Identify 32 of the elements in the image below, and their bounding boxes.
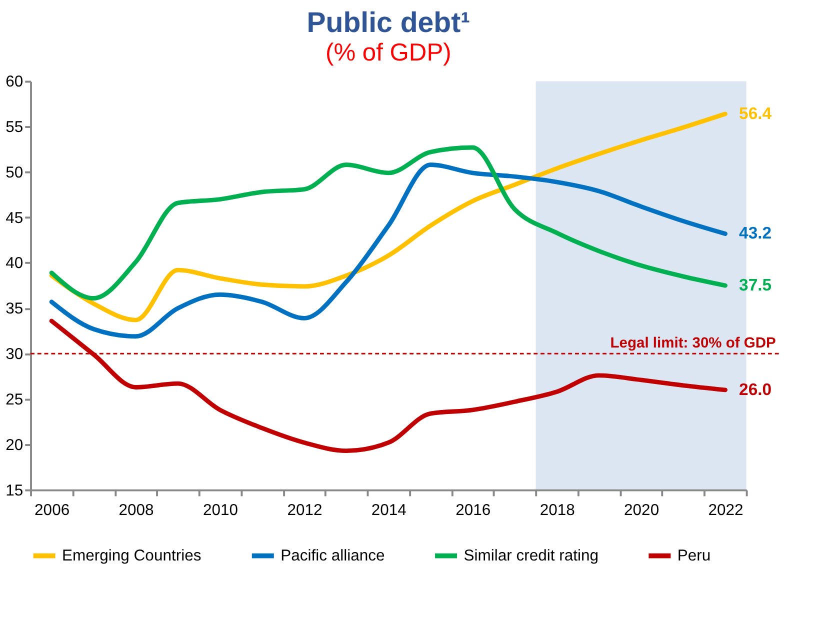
chart-subtitle: (% of GDP) (326, 40, 452, 67)
data-label: 26.0 (739, 380, 772, 399)
y-tick-label: 50 (6, 164, 24, 182)
x-tick-label: 2016 (456, 502, 491, 519)
x-tick-label: 2022 (708, 502, 744, 519)
legend-label: Pacific alliance (280, 548, 386, 565)
line-series (49, 112, 728, 322)
legend-label: Similar credit rating (464, 548, 599, 565)
y-tick-label: 40 (6, 255, 24, 272)
y-tick-label: 30 (6, 346, 24, 364)
y-tick-label: 20 (6, 436, 24, 454)
data-label: 43.2 (739, 224, 772, 243)
y-tick-label: 25 (6, 391, 24, 408)
x-tick-label: 2012 (287, 502, 322, 519)
ref-line-label: Legal limit: 30% of GDP (610, 336, 776, 352)
x-tick-label: 2008 (118, 502, 154, 519)
line-series (49, 145, 728, 300)
legend-label: Peru (677, 548, 711, 565)
x-tick-label: 2014 (371, 502, 407, 519)
x-tick-label: 2006 (34, 502, 70, 519)
y-tick-label: 15 (6, 482, 24, 500)
x-tick-label: 2010 (202, 502, 238, 519)
data-label: 56.4 (739, 104, 772, 123)
y-tick-label: 35 (6, 300, 24, 318)
x-tick-label: 2018 (540, 502, 576, 519)
legend-label: Emerging Countries (62, 548, 202, 565)
y-tick-label: 60 (6, 74, 24, 91)
x-tick-label: 2020 (624, 502, 660, 519)
y-tick-label: 45 (6, 210, 24, 227)
data-label: 37.5 (739, 275, 772, 294)
y-tick-label: 55 (6, 119, 24, 136)
chart-title: Public debt¹ (306, 6, 470, 39)
